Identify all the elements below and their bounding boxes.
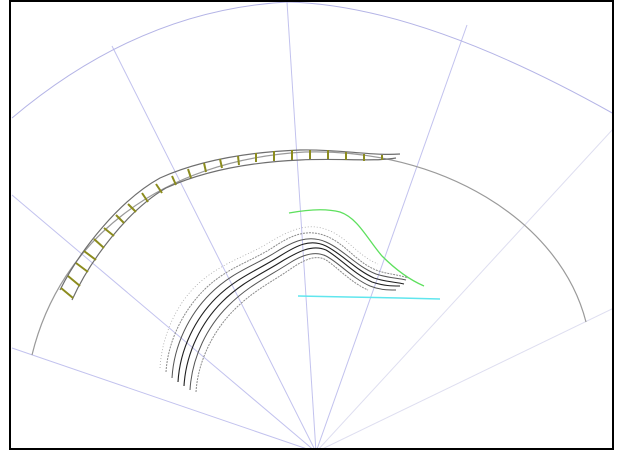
bundle-strand-2: [171, 238, 407, 379]
fan-ray-5: [316, 24, 468, 448]
bundle-strand-1: [165, 232, 409, 373]
bundle-strand-3: [177, 242, 405, 383]
fan-outer-arc: [11, 2, 612, 119]
fan-ray-6: [318, 129, 612, 448]
fan-ray-2: [11, 194, 313, 448]
marker-track: [59, 149, 401, 301]
bundle-strand-4: [183, 247, 401, 387]
cyan-trace[interactable]: [297, 295, 441, 300]
tract-bundle[interactable]: [159, 226, 409, 393]
bundle-strand-5: [189, 253, 397, 391]
marker-track-inner: [71, 157, 397, 301]
depth-arc: [31, 151, 587, 356]
fan-lines: [11, 2, 612, 448]
marker-ticks: [60, 150, 383, 299]
bundle-outline-top: [159, 226, 379, 369]
fan-ray-4: [286, 2, 317, 448]
fan-ray-1: [11, 347, 306, 448]
bundle-strand-6: [195, 257, 369, 393]
fan-ray-7: [323, 308, 612, 448]
scene-canvas[interactable]: [9, 0, 614, 450]
fan-ray-3: [111, 45, 315, 448]
green-trace[interactable]: [288, 209, 425, 287]
sector-scan-viewport[interactable]: [9, 0, 614, 450]
marker-track-outer: [59, 149, 401, 291]
